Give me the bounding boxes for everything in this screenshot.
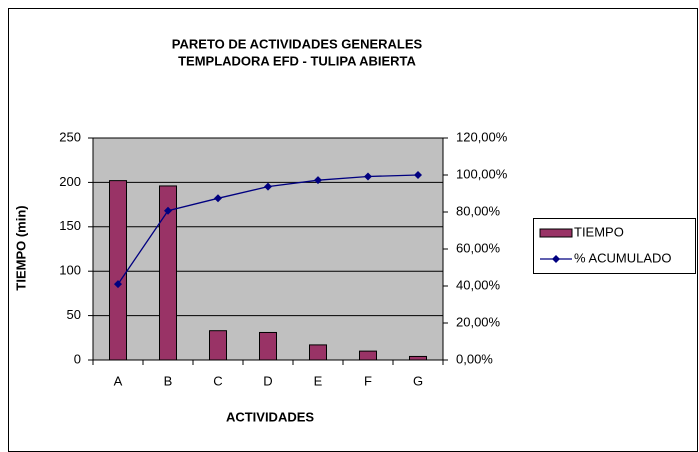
marker [414,171,422,179]
x-tick-label: C [213,373,222,388]
y-tick-label: 100 [59,263,81,278]
legend-swatch [539,228,573,238]
marker [164,206,172,215]
y2-tick-label: 80,00% [456,203,501,218]
x-tick-label: B [164,373,173,388]
legend-label: TIEMPO [574,224,624,239]
x-axis-label: ACTIVIDADES [226,409,314,424]
chart-subtitle: TEMPLADORA EFD - TULIPA ABIERTA [178,53,416,68]
marker [314,176,322,185]
plot-area [92,137,444,361]
x-tick-label: E [314,373,323,388]
bar [359,350,377,361]
y2-tick-label: 60,00% [456,240,501,255]
x-tick-label: A [114,373,123,388]
marker [264,182,272,191]
marker [364,172,372,181]
bar [259,331,277,361]
y2-tick-label: 40,00% [456,277,501,292]
y-tick-label: 200 [59,174,81,189]
x-tick-label: G [413,373,423,388]
bar [309,344,327,361]
y2-tick-label: 20,00% [456,314,501,329]
y-tick-label: 0 [74,351,81,366]
bar [209,330,227,361]
marker [114,280,122,289]
legend-marker [552,255,560,263]
legend-label: % ACUMULADO [574,250,672,265]
y-axis-label: TIEMPO (min) [13,205,28,290]
y-tick-label: 250 [59,129,81,144]
bar [409,355,427,361]
marker [214,194,222,203]
x-tick-label: F [364,373,372,388]
bar [159,185,177,361]
bar [109,180,127,361]
y-tick-label: 150 [59,218,81,233]
y2-tick-label: 100,00% [456,166,508,181]
y2-tick-label: 120,00% [456,129,508,144]
chart-title: PARETO DE ACTIVIDADES GENERALES [172,36,423,51]
x-tick-label: D [263,373,272,388]
y2-tick-label: 0,00% [456,351,493,366]
y-tick-label: 50 [67,307,81,322]
legend-box [533,218,696,274]
